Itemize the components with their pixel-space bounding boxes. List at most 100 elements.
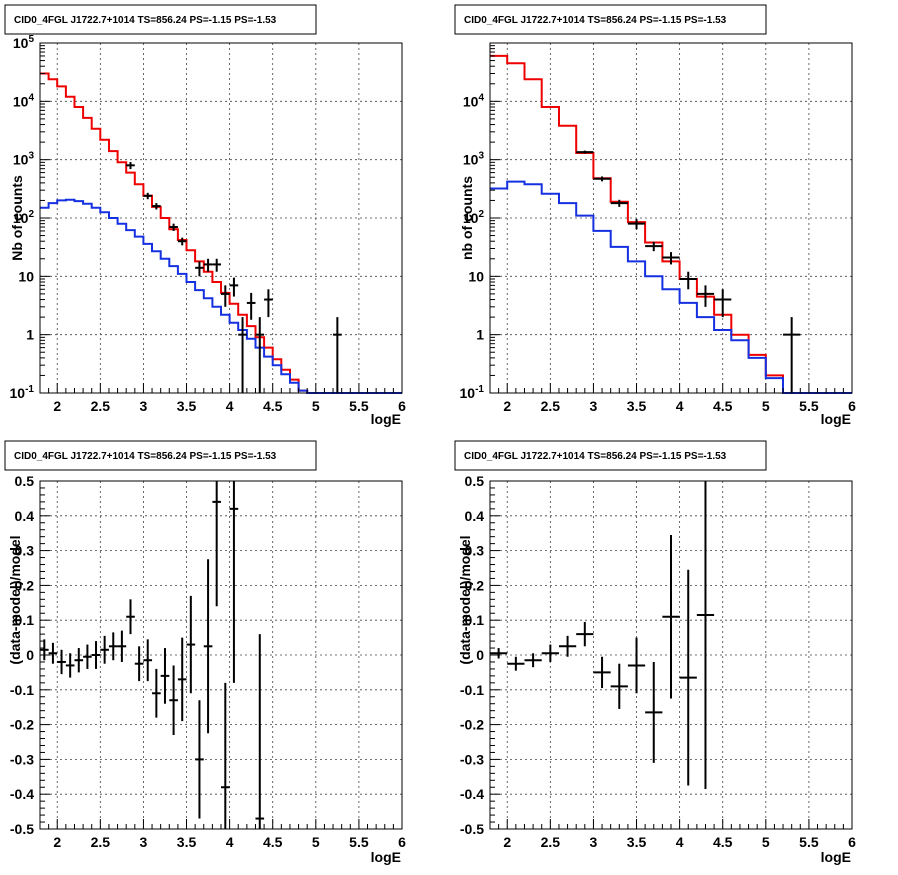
y-tick-label: 0.4 [15, 508, 35, 524]
y-axis-label: (data-model)/model [7, 535, 23, 664]
x-tick-label: 6 [848, 834, 856, 850]
panel-top-right: CID0_4FGL J1722.7+1014 TS=856.24 PS=-1.1… [454, 4, 856, 427]
x-tick-label: 4 [676, 398, 684, 414]
chart-title: CID0_4FGL J1722.7+1014 TS=856.24 PS=-1.1… [464, 451, 727, 462]
source-model-histogram [490, 180, 852, 394]
plot-area [40, 481, 265, 829]
y-tick-label: 10 [468, 268, 484, 284]
x-tick-label: 5 [312, 834, 320, 850]
title-box [454, 440, 767, 471]
x-tick-label: 3 [140, 398, 148, 414]
y-tick-label: 0.4 [465, 508, 485, 524]
x-tick-label: 3.5 [177, 398, 197, 414]
ticks [489, 480, 853, 830]
x-tick-label: 6 [398, 398, 406, 414]
y-tick-label: -0.4 [460, 786, 484, 802]
total-model-histogram [40, 72, 402, 394]
x-tick-label: 3 [140, 834, 148, 850]
x-axis-label: logE [821, 849, 851, 865]
y-tick-label: -0.5 [460, 821, 484, 837]
x-tick-label: 6 [848, 398, 856, 414]
x-tick-label: 4.5 [713, 398, 733, 414]
x-tick-label: 2.5 [541, 398, 561, 414]
y-tick-label: 0 [476, 647, 484, 663]
y-tick-label: 10 [18, 268, 34, 284]
y-tick-label: -0.2 [10, 717, 34, 733]
y-tick-label: -0.2 [460, 717, 484, 733]
x-tick-label: 2.5 [541, 834, 561, 850]
y-axis-label: Nb of counts [9, 175, 25, 261]
y-tick-labels: -0.5 -0.4 -0.3 -0.2 -0.1 0 0.1 0.2 0.3 0.4 0.5 [10, 473, 34, 837]
x-tick-labels: 2 2.5 3 3.5 4 4.5 5 5.5 6 [503, 398, 856, 414]
y-tick-label: -0.5 [10, 821, 34, 837]
title-box [4, 4, 317, 35]
total-model-histogram [490, 54, 852, 394]
y-tick-label: 103 [463, 151, 485, 168]
x-tick-label: 4.5 [713, 834, 733, 850]
x-tick-label: 3 [590, 398, 598, 414]
x-tick-label: 3.5 [627, 398, 647, 414]
panel-bottom-right: CID0_4FGL J1722.7+1014 TS=856.24 PS=-1.1… [454, 440, 856, 865]
y-tick-label: 0.3 [15, 543, 35, 559]
y-tick-label: 105 [13, 34, 35, 51]
plot-area [490, 54, 852, 394]
y-tick-label: 0.5 [465, 473, 485, 489]
y-tick-label: 1 [26, 327, 34, 343]
y-axis-label: (data-model)/model [457, 535, 473, 664]
ticks [39, 480, 403, 830]
y-tick-label: 0.3 [465, 543, 485, 559]
y-tick-label: -0.3 [10, 751, 34, 767]
x-tick-label: 2 [53, 398, 61, 414]
ticks [39, 42, 403, 394]
panel-bottom-left: CID0_4FGL J1722.7+1014 TS=856.24 PS=-1.1… [4, 440, 406, 865]
x-tick-label: 4 [676, 834, 684, 850]
plot-area [40, 72, 402, 394]
x-tick-label: 6 [398, 834, 406, 850]
chart-title: CID0_4FGL J1722.7+1014 TS=856.24 PS=-1.1… [14, 15, 277, 26]
y-tick-label: 0 [26, 647, 34, 663]
x-tick-label: 3 [590, 834, 598, 850]
y-tick-label: 0.2 [15, 577, 35, 593]
y-tick-label: -0.1 [10, 682, 34, 698]
chart-title: CID0_4FGL J1722.7+1014 TS=856.24 PS=-1.1… [464, 15, 727, 26]
y-tick-label: 10-1 [10, 384, 35, 401]
y-tick-label: 103 [13, 151, 35, 168]
ticks [489, 42, 853, 394]
x-tick-label: 5.5 [349, 398, 369, 414]
x-tick-label: 2 [503, 834, 511, 850]
x-tick-label: 5 [312, 398, 320, 414]
y-tick-label: 10-1 [460, 384, 485, 401]
x-tick-label: 3.5 [627, 834, 647, 850]
grid [40, 481, 402, 829]
x-tick-label: 2 [503, 398, 511, 414]
grid [40, 43, 402, 393]
x-tick-labels: 2 2.5 3 3.5 4 4.5 5 5.5 6 [53, 834, 406, 850]
x-tick-label: 5 [762, 398, 770, 414]
x-tick-label: 4.5 [263, 398, 283, 414]
grid [490, 43, 852, 393]
x-tick-label: 5.5 [349, 834, 369, 850]
y-axis-label: nb of counts [459, 176, 475, 260]
x-tick-label: 4.5 [263, 834, 283, 850]
x-axis-label: logE [371, 849, 401, 865]
y-tick-label: -0.4 [10, 786, 34, 802]
y-tick-label: 0.1 [465, 612, 485, 628]
y-tick-label: 1 [476, 327, 484, 343]
x-tick-label: 5.5 [799, 834, 819, 850]
panel-top-left: CID0_4FGL J1722.7+1014 TS=856.24 PS=-1.1… [4, 4, 406, 427]
plot-area [490, 481, 715, 789]
x-tick-label: 4 [226, 398, 234, 414]
y-tick-label: 104 [463, 92, 485, 109]
y-tick-label: 0.2 [465, 577, 485, 593]
y-tick-labels: -0.5 -0.4 -0.3 -0.2 -0.1 0 0.1 0.2 0.3 0.4 0.5 [460, 473, 484, 837]
chart-title: CID0_4FGL J1722.7+1014 TS=856.24 PS=-1.1… [14, 451, 277, 462]
x-tick-labels: 2 2.5 3 3.5 4 4.5 5 5.5 6 [53, 398, 406, 414]
y-tick-label: -0.1 [460, 682, 484, 698]
y-tick-label: 0.1 [15, 612, 35, 628]
x-tick-label: 2 [53, 834, 61, 850]
x-axis-label: logE [371, 411, 401, 427]
x-tick-label: 2.5 [91, 398, 111, 414]
x-tick-label: 3.5 [177, 834, 197, 850]
